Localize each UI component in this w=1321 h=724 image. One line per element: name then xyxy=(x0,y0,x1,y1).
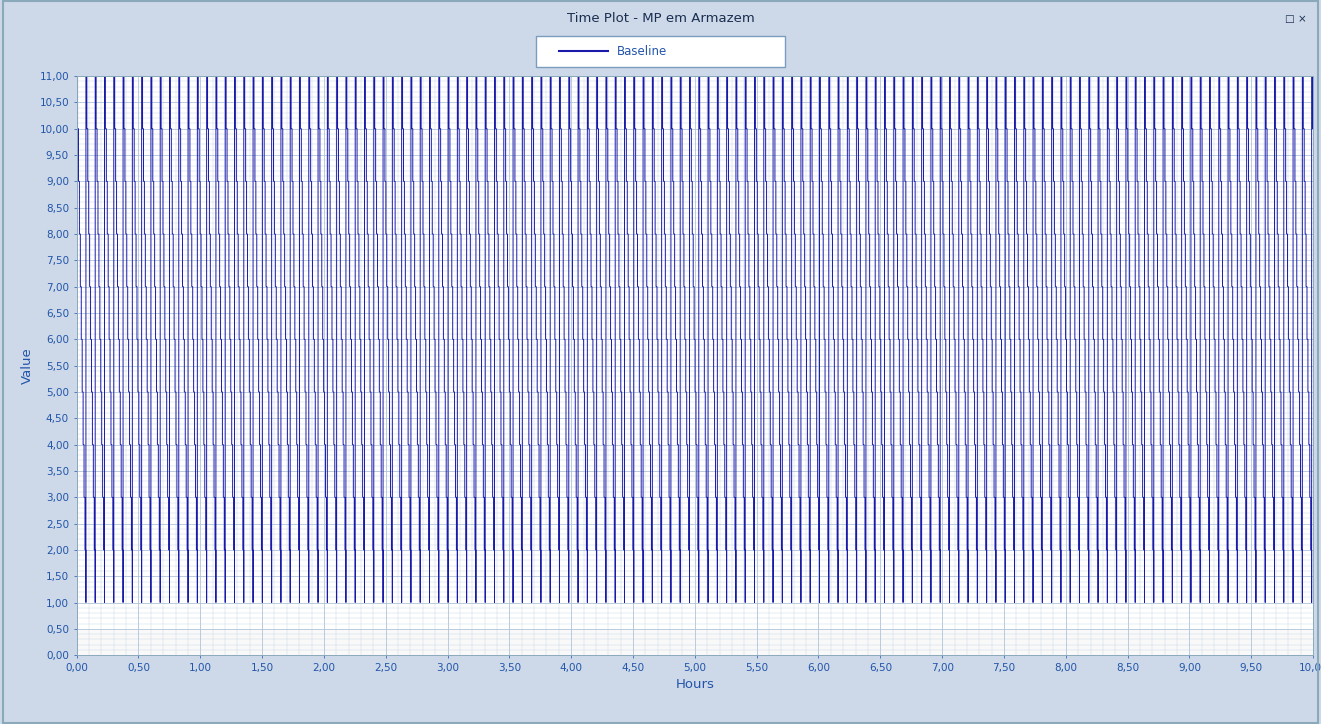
Y-axis label: Value: Value xyxy=(21,348,34,384)
Text: Time Plot - MP em Armazem: Time Plot - MP em Armazem xyxy=(567,12,754,25)
FancyBboxPatch shape xyxy=(536,36,785,67)
X-axis label: Hours: Hours xyxy=(675,678,715,691)
Text: □ ×: □ × xyxy=(1285,14,1306,24)
Text: Baseline: Baseline xyxy=(617,45,667,58)
Bar xyxy=(77,629,1313,655)
